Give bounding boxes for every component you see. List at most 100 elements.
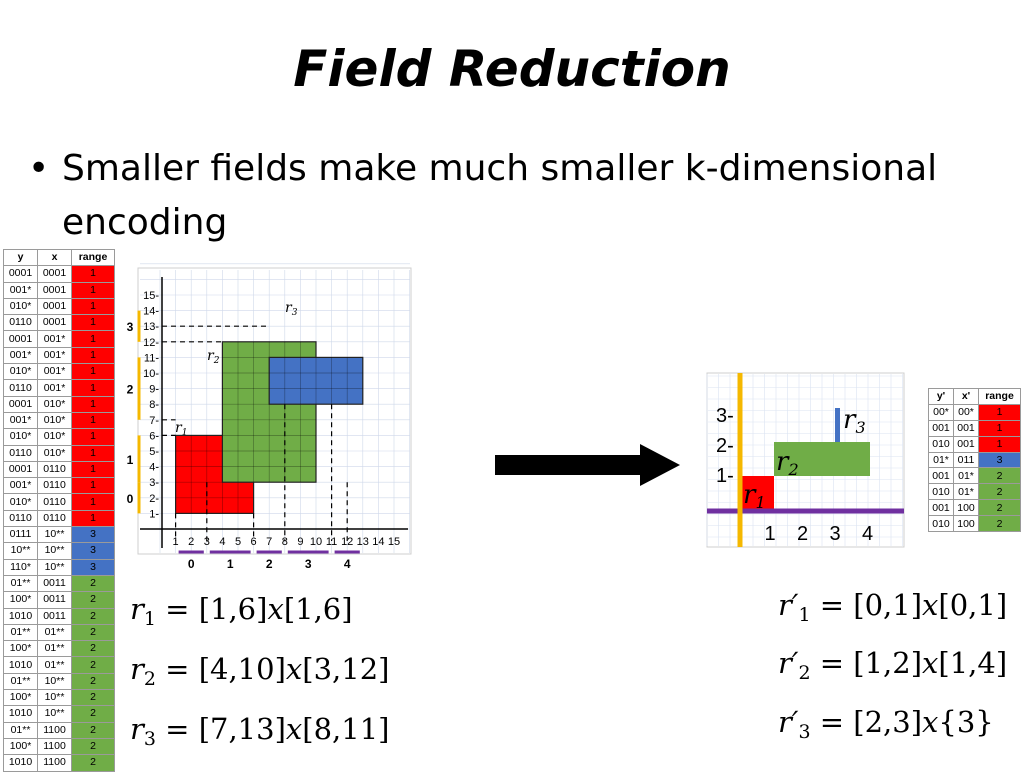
y-cell: 100* bbox=[3, 737, 38, 756]
y-tick-label: 11- bbox=[144, 352, 159, 364]
range-cell: 2 bbox=[978, 515, 1021, 533]
y-cell: 001 bbox=[928, 419, 954, 437]
x-tick-label: 7 bbox=[266, 536, 272, 548]
y-cell: 0110 bbox=[3, 314, 38, 332]
y-range-label: 2 bbox=[127, 383, 134, 397]
table-row: 0110 0001 1 bbox=[3, 314, 115, 332]
x-tick-label: 2 bbox=[797, 523, 808, 545]
transform-arrow bbox=[495, 444, 680, 486]
formula-r1: r1 = [1,6]x[1,6] bbox=[130, 592, 353, 630]
r3-label: r3 bbox=[285, 300, 298, 318]
range-cell: 1 bbox=[71, 379, 115, 397]
x-tick-label: 10 bbox=[310, 536, 322, 548]
y-tick-label: 1- bbox=[149, 508, 159, 520]
x-cell: 0110 bbox=[37, 509, 72, 528]
range-cell: 2 bbox=[71, 737, 115, 756]
right-plot: 1 2 3 4 1- 2- 3- r1 r2 r3 bbox=[706, 372, 905, 548]
bullet-point: • Smaller fields make much smaller k-dim… bbox=[28, 142, 988, 250]
range-cell: 1 bbox=[71, 493, 115, 511]
x-cell: 0110 bbox=[37, 477, 72, 495]
range-cell: 1 bbox=[978, 435, 1021, 453]
x-cell: 0001 bbox=[37, 314, 72, 332]
x-tick-label: 8 bbox=[282, 536, 288, 548]
y-tick-label: 3- bbox=[716, 405, 734, 427]
y-cell: 01** bbox=[3, 574, 38, 593]
x-tick-label: 4 bbox=[219, 536, 225, 548]
range-cell: 2 bbox=[71, 607, 115, 625]
y-tick-label: 5- bbox=[149, 446, 159, 458]
table-row: 01** 1100 2 bbox=[3, 721, 115, 739]
range-cell: 1 bbox=[71, 411, 115, 430]
x-tick-label: 9 bbox=[297, 536, 303, 548]
x-tick-label: 12 bbox=[341, 536, 353, 548]
x-tick-label: 3 bbox=[204, 536, 210, 548]
formula-r3: r3 = [7,13]x[8,11] bbox=[130, 712, 390, 750]
table-row: 1010 10** 2 bbox=[3, 705, 115, 723]
y-tick-label: 6- bbox=[149, 430, 159, 442]
y-cell: 1010 bbox=[3, 607, 38, 625]
x-tick-label: 1 bbox=[173, 536, 179, 548]
table-row: 0110 001* 1 bbox=[3, 379, 115, 397]
x-tick-label: 2 bbox=[188, 536, 194, 548]
y-cell: 100* bbox=[3, 640, 38, 658]
x-cell: 01** bbox=[37, 656, 72, 674]
r1-prime-rect bbox=[740, 476, 774, 510]
x-range-label: 1 bbox=[227, 557, 234, 571]
r3-prime-label: r3 bbox=[843, 405, 866, 437]
x-tick-label: 14 bbox=[372, 536, 384, 548]
range-cell: 2 bbox=[71, 689, 115, 707]
y-cell: 001* bbox=[3, 281, 38, 299]
r2-label: r2 bbox=[207, 348, 220, 366]
table-row: 10** 10** 3 bbox=[3, 542, 115, 560]
table-row: 1010 01** 2 bbox=[3, 656, 115, 674]
table-row: 01** 10** 2 bbox=[3, 672, 115, 691]
table-row: 010* 001* 1 bbox=[3, 363, 115, 381]
range-cell: 1 bbox=[71, 281, 115, 299]
x-tick-label: 5 bbox=[235, 536, 241, 548]
y-cell: 010 bbox=[928, 483, 954, 501]
range-cell: 3 bbox=[71, 526, 115, 544]
y-tick-label: 10- bbox=[143, 368, 159, 380]
table-row: 0001 001* 1 bbox=[3, 330, 115, 348]
r1-label: r1 bbox=[175, 420, 187, 438]
header-range: range bbox=[978, 388, 1021, 405]
table-row: 0001 0110 1 bbox=[3, 460, 115, 479]
slide-title: Field Reduction bbox=[293, 40, 731, 98]
x-cell: 10** bbox=[37, 542, 72, 560]
range-cell: 2 bbox=[71, 656, 115, 674]
table-row: 100* 01** 2 bbox=[3, 640, 115, 658]
range-cell: 2 bbox=[978, 467, 1021, 485]
x-range-label: 2 bbox=[266, 557, 273, 571]
right-range-table: y' x' range 00* 00* 1 001 001 1 010 001 1 01* 011 3 00… bbox=[928, 388, 1021, 533]
header-range: range bbox=[71, 248, 115, 267]
table-row: 0110 010* 1 bbox=[3, 444, 115, 462]
y-tick-label: 7- bbox=[149, 415, 159, 427]
x-tick-label: 13 bbox=[357, 536, 369, 548]
y-tick-label: 15- bbox=[143, 290, 159, 302]
table-row: 1010 0011 2 bbox=[3, 607, 115, 625]
r3-rect bbox=[268, 356, 364, 405]
table-row: 110* 10** 3 bbox=[3, 558, 115, 576]
table-row: 0111 10** 3 bbox=[3, 526, 115, 544]
y-tick-label: 14- bbox=[143, 306, 159, 318]
y-range-label: 1 bbox=[127, 453, 134, 467]
range-cell: 2 bbox=[71, 574, 115, 593]
table-row: 010 100 2 bbox=[928, 515, 1021, 533]
table-row: 010 01* 2 bbox=[928, 483, 1021, 501]
table-row: 100* 10** 2 bbox=[3, 689, 115, 707]
table-row: 001 001 1 bbox=[928, 419, 1021, 437]
y-cell: 0110 bbox=[3, 509, 38, 528]
y-cell: 0001 bbox=[3, 265, 38, 283]
y-tick-label: 2- bbox=[716, 435, 734, 457]
y-cell: 001 bbox=[928, 467, 954, 485]
table-row: 001* 0110 1 bbox=[3, 477, 115, 495]
table-row: 010* 0001 1 bbox=[3, 297, 115, 316]
y-cell: 100* bbox=[3, 591, 38, 609]
x-tick-label: 6 bbox=[251, 536, 257, 548]
y-cell: 1010 bbox=[3, 705, 38, 723]
left-range-table: y x range 0001 0001 1 001* 0001 1 010* 0001 1 0110 0… bbox=[3, 248, 115, 772]
y-cell: 001* bbox=[3, 411, 38, 430]
formula-r1-prime: r′1 = [0,1]x[0,1] bbox=[778, 588, 1008, 626]
y-tick-label: 3- bbox=[149, 477, 159, 489]
